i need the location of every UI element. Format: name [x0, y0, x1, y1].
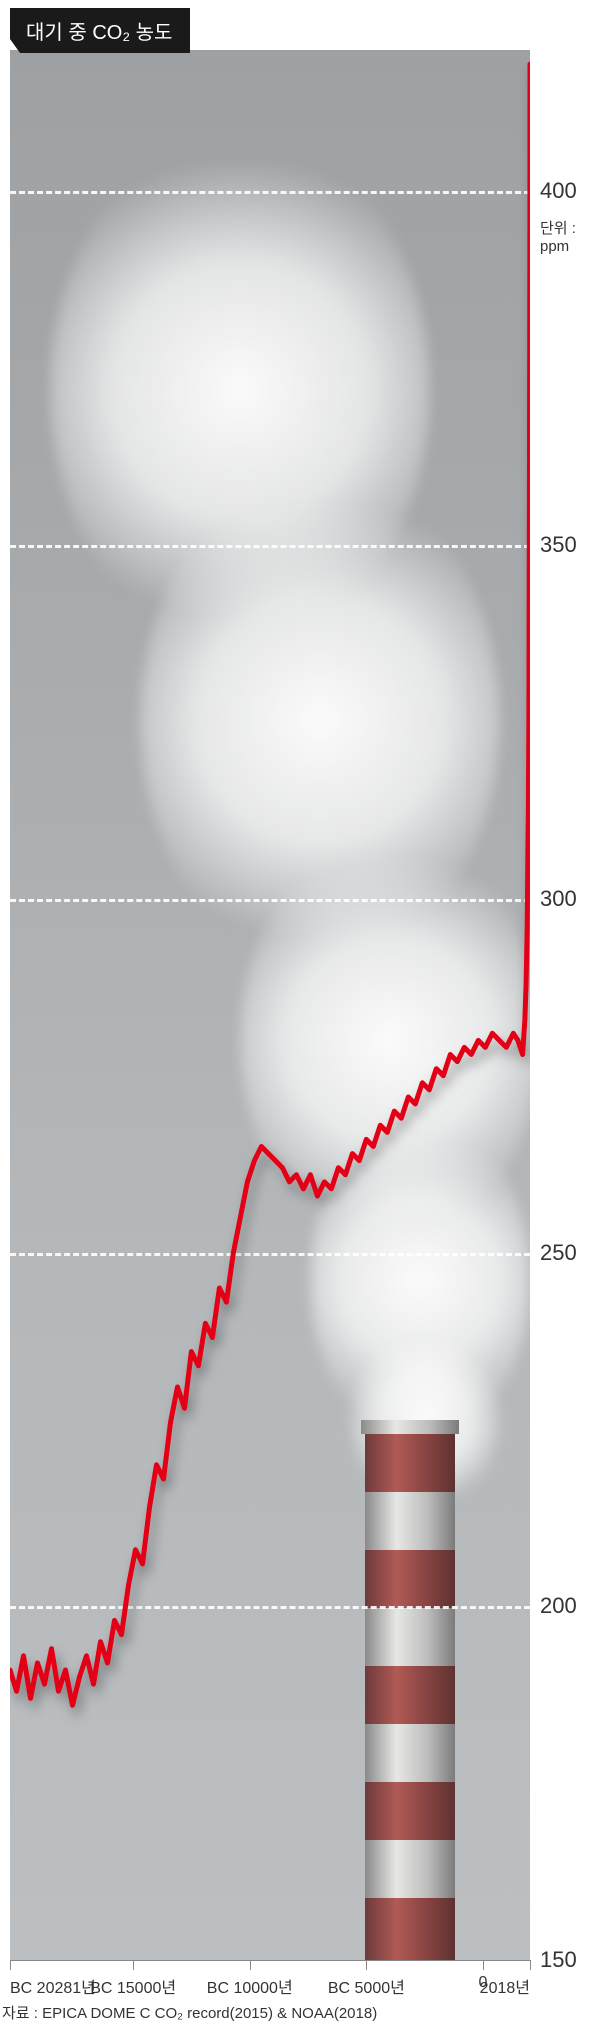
x-tick-label: BC 5000년 — [328, 1974, 405, 1998]
source-attribution: 자료 : EPICA DOME C CO₂ record(2015) & NOA… — [2, 2002, 377, 2023]
chart-title: 대기 중 CO₂ 농도 — [26, 22, 172, 44]
y-tick-label: 350 — [540, 532, 595, 558]
y-tick-label: 250 — [540, 1240, 595, 1266]
y-tick-label: 150 — [540, 1947, 595, 1973]
unit-label: 단위 : ppm — [540, 217, 600, 255]
y-tick-label: 300 — [540, 886, 595, 912]
chart-title-tab: 대기 중 CO₂ 농도 — [10, 8, 190, 53]
x-tick-label: BC 20281년 — [10, 1974, 96, 1998]
x-axis: BC 20281년BC 15000년BC 10000년BC 5000년02018… — [10, 1960, 530, 1978]
x-tick-label: BC 15000년 — [90, 1974, 176, 1998]
x-tick-label: BC 10000년 — [207, 1974, 293, 1998]
y-tick-label: 400 — [540, 178, 595, 204]
co2-figure: 대기 중 CO₂ 농도 150 200 250 300 350 400 단위 : ppm B… — [0, 0, 600, 2031]
co2-line-chart — [10, 50, 530, 1960]
plot-area — [10, 50, 530, 1960]
y-tick-label: 200 — [540, 1593, 595, 1619]
x-tick-label: 2018년 — [480, 1974, 530, 1998]
